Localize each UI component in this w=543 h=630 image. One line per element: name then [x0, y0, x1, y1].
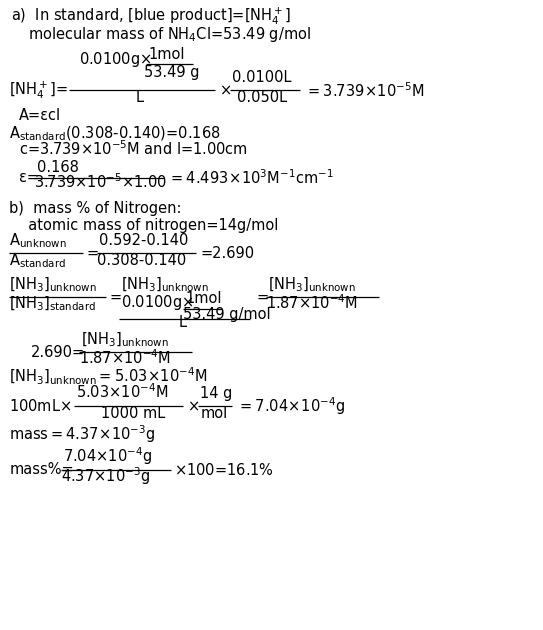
- Text: 0.0100g$\times$: 0.0100g$\times$: [79, 50, 151, 69]
- Text: L: L: [179, 314, 186, 329]
- Text: A$_{\sf standard}$: A$_{\sf standard}$: [9, 251, 66, 270]
- Text: 0.592-0.140: 0.592-0.140: [99, 233, 188, 248]
- Text: mass$=4.37\!\times\!10^{-3}$g: mass$=4.37\!\times\!10^{-3}$g: [9, 423, 156, 445]
- Text: 53.49 g: 53.49 g: [144, 66, 199, 81]
- Text: mass%=: mass%=: [9, 462, 74, 477]
- Text: 5.03$\times$10$^{-4}$M: 5.03$\times$10$^{-4}$M: [76, 382, 168, 401]
- Text: molecular mass of NH$_4$Cl=53.49 g/mol: molecular mass of NH$_4$Cl=53.49 g/mol: [20, 25, 312, 43]
- Text: 3.739$\times$10$^{-5}$$\times$1.00: 3.739$\times$10$^{-5}$$\times$1.00: [34, 172, 167, 191]
- Text: b)  mass % of Nitrogen:: b) mass % of Nitrogen:: [9, 202, 182, 217]
- Text: 0.308-0.140: 0.308-0.140: [97, 253, 186, 268]
- Text: 100mL$\times$: 100mL$\times$: [9, 398, 72, 414]
- Text: atomic mass of nitrogen=14g/mol: atomic mass of nitrogen=14g/mol: [20, 219, 279, 233]
- Text: 0.168: 0.168: [37, 159, 79, 175]
- Text: $\times$: $\times$: [219, 83, 231, 98]
- Text: 0.0100g$\times$: 0.0100g$\times$: [121, 293, 193, 312]
- Text: 1mol: 1mol: [149, 47, 185, 62]
- Text: mol: mol: [200, 406, 228, 421]
- Text: 7.04$\times$10$^{-4}$g: 7.04$\times$10$^{-4}$g: [63, 445, 152, 467]
- Text: [NH$_3$]$_{\sf unknown}$: [NH$_3$]$_{\sf unknown}$: [121, 275, 209, 294]
- Text: L: L: [136, 90, 144, 105]
- Text: 53.49 g/mol: 53.49 g/mol: [184, 307, 271, 322]
- Text: 1000 mL: 1000 mL: [101, 406, 165, 421]
- Text: 1mol: 1mol: [186, 291, 222, 306]
- Text: [NH$_3$]$_{\sf unknown}$: [NH$_3$]$_{\sf unknown}$: [81, 331, 169, 349]
- Text: c=3.739$\times$10$^{-5}$M and l=1.00cm: c=3.739$\times$10$^{-5}$M and l=1.00cm: [20, 139, 248, 158]
- Text: =: =: [110, 289, 122, 304]
- Text: 1.87$\times$10$^{-4}$M: 1.87$\times$10$^{-4}$M: [266, 293, 358, 312]
- Text: 4.37$\times$10$^{-3}$g: 4.37$\times$10$^{-3}$g: [61, 465, 150, 486]
- Text: =: =: [87, 246, 99, 261]
- Text: [NH$_3$]$_{\sf standard}$: [NH$_3$]$_{\sf standard}$: [9, 295, 96, 314]
- Text: $\times$100=16.1%: $\times$100=16.1%: [174, 462, 274, 478]
- Text: A=εcl: A=εcl: [20, 108, 61, 123]
- Text: =: =: [256, 289, 268, 304]
- Text: [NH$_4^+$]=: [NH$_4^+$]=: [9, 79, 68, 101]
- Text: $=4.493\!\times\!10^{3}$M$^{-1}$cm$^{-1}$: $=4.493\!\times\!10^{3}$M$^{-1}$cm$^{-1}…: [168, 168, 333, 187]
- Text: ε=: ε=: [20, 170, 39, 185]
- Text: =2.690: =2.690: [200, 246, 255, 261]
- Text: 1.87$\times$10$^{-4}$M: 1.87$\times$10$^{-4}$M: [79, 348, 171, 367]
- Text: $\times$: $\times$: [187, 399, 200, 414]
- Text: $=3.739\!\times\!10^{-5}$M: $=3.739\!\times\!10^{-5}$M: [305, 81, 424, 100]
- Text: a)  In standard, [blue product]=[NH$_4^+$]: a) In standard, [blue product]=[NH$_4^+$…: [11, 6, 291, 27]
- Text: [NH$_3$]$_{\sf unknown}$: [NH$_3$]$_{\sf unknown}$: [9, 275, 97, 294]
- Text: A$_{\sf standard}$(0.308-0.140)=0.168: A$_{\sf standard}$(0.308-0.140)=0.168: [9, 124, 221, 142]
- Text: 0.050L: 0.050L: [237, 90, 287, 105]
- Text: 2.690=: 2.690=: [31, 345, 85, 360]
- Text: $=7.04\!\times\!10^{-4}$g: $=7.04\!\times\!10^{-4}$g: [237, 395, 345, 417]
- Text: 14 g: 14 g: [200, 386, 233, 401]
- Text: 0.0100L: 0.0100L: [232, 71, 292, 85]
- Text: [NH$_3$]$_{\sf unknown}$: [NH$_3$]$_{\sf unknown}$: [268, 275, 356, 294]
- Text: [NH$_3$]$_{\sf unknown}$$=5.03\!\times\!10^{-4}$M: [NH$_3$]$_{\sf unknown}$$=5.03\!\times\!…: [9, 366, 207, 387]
- Text: A$_{\sf unknown}$: A$_{\sf unknown}$: [9, 231, 67, 250]
